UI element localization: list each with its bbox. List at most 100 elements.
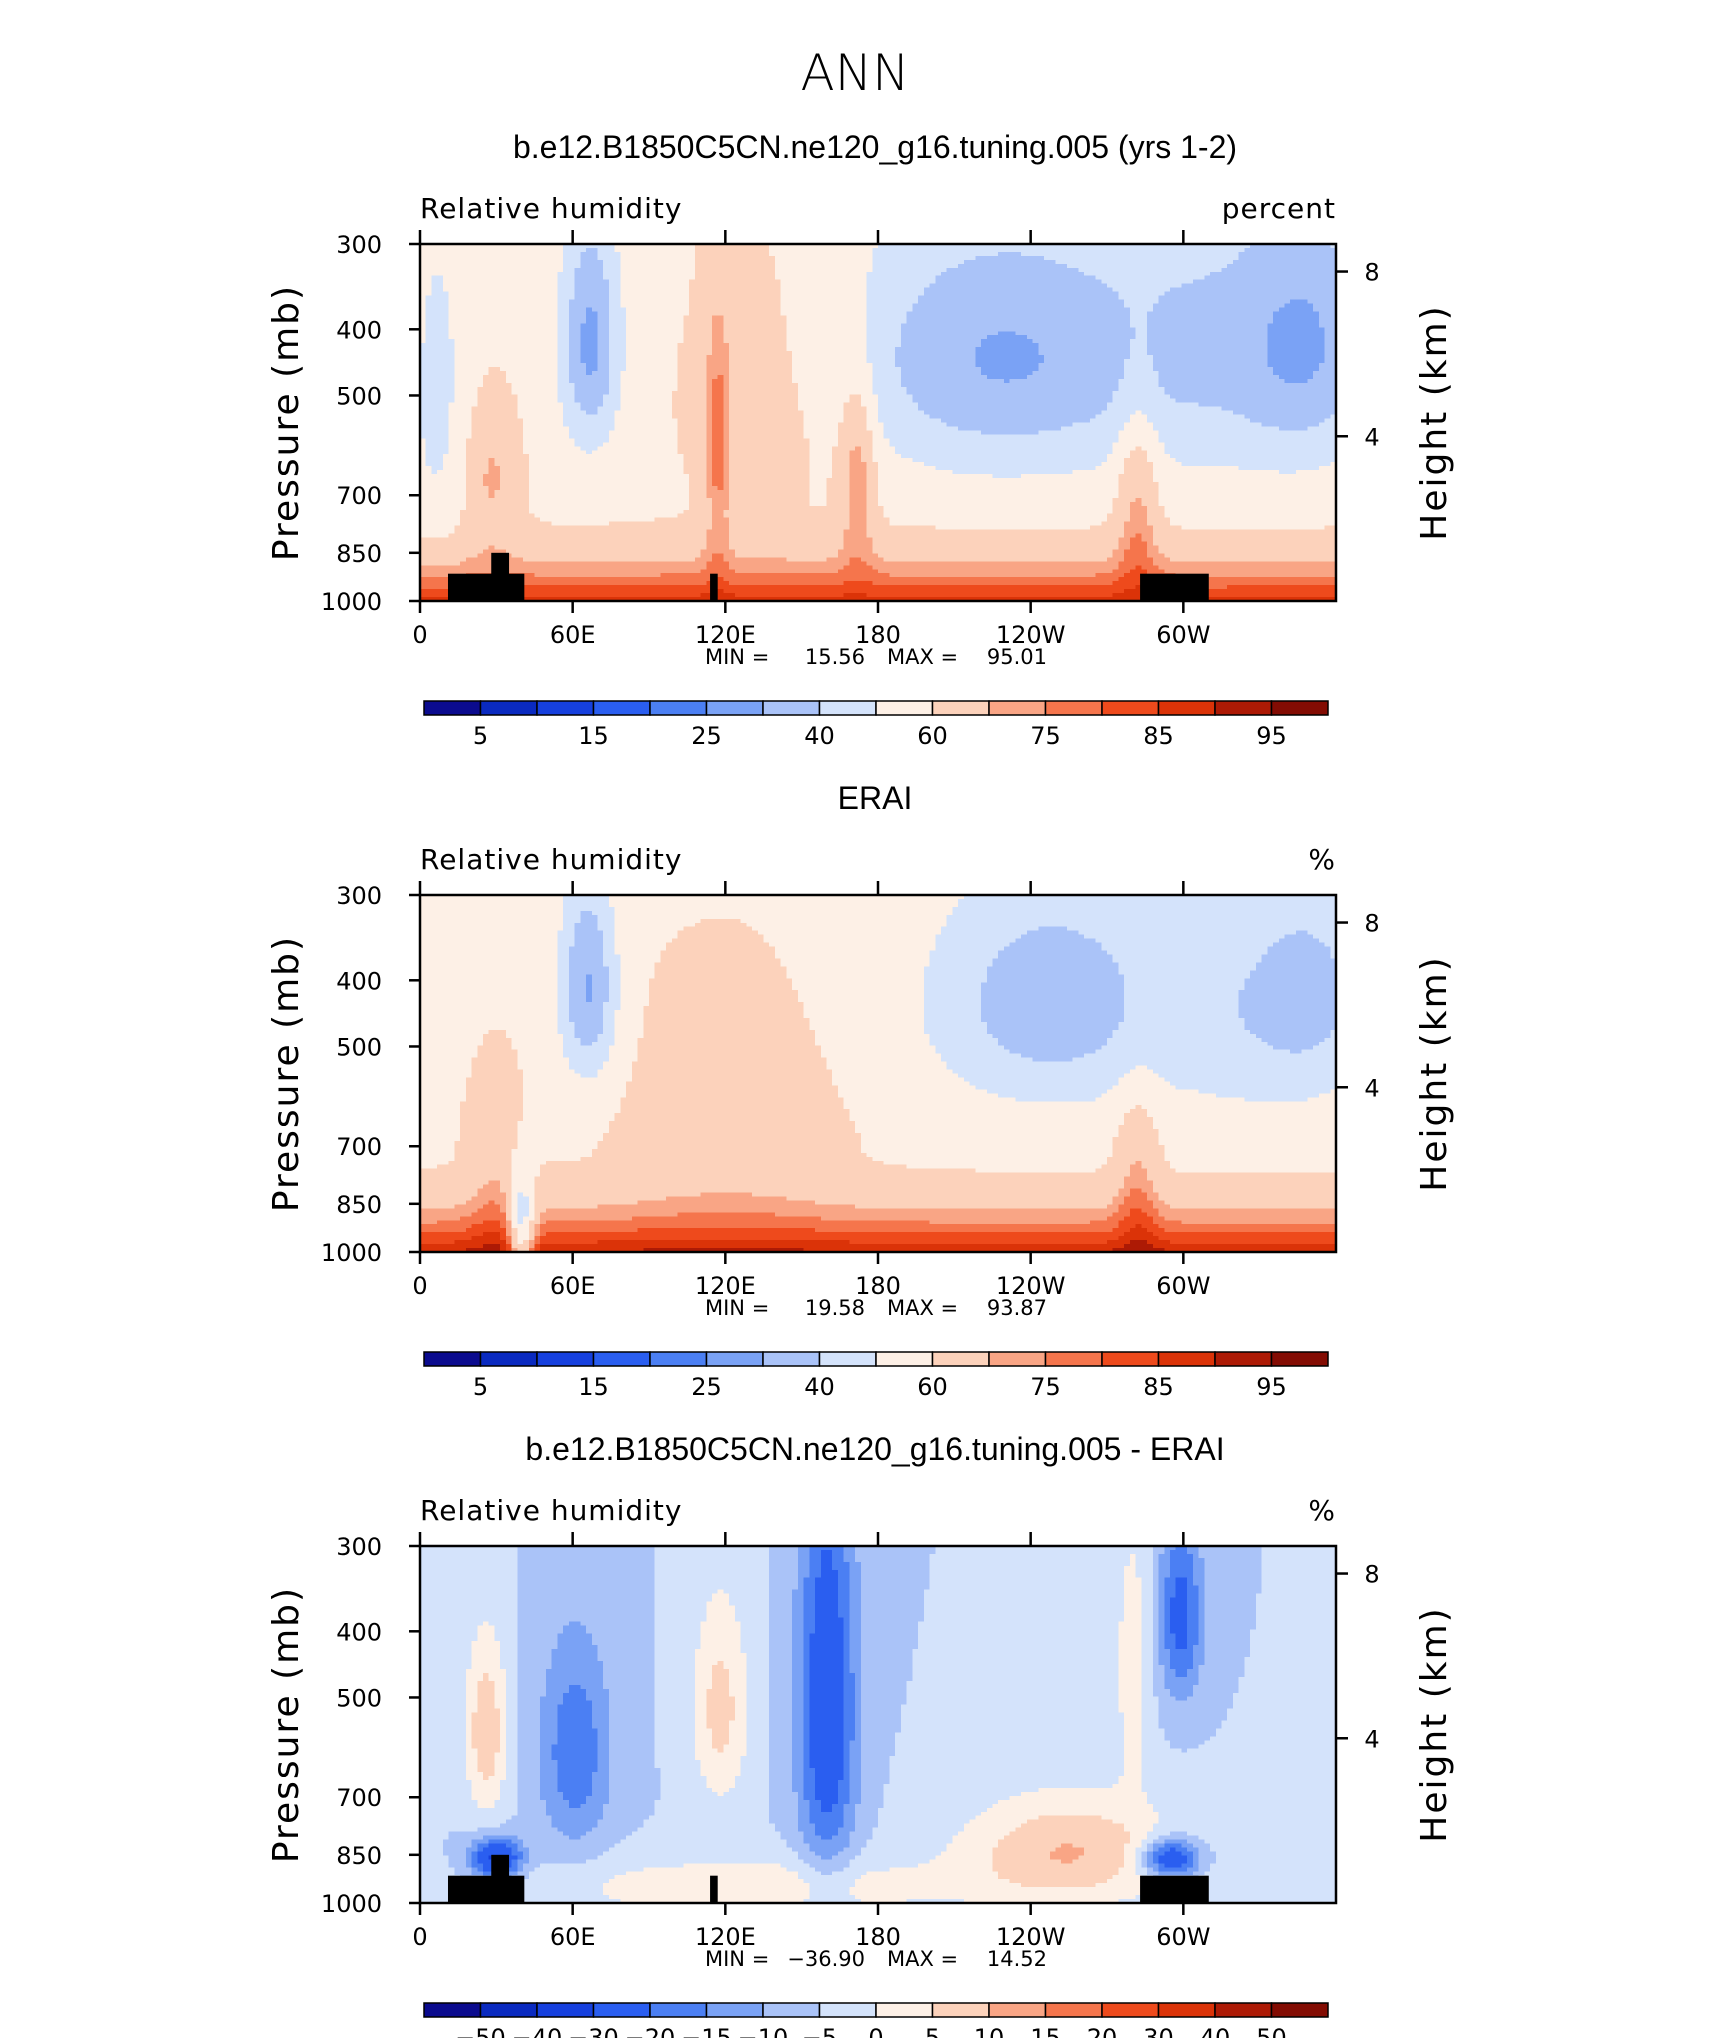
colorbar-box: [818, 700, 877, 716]
colorbar-box: [649, 1351, 708, 1367]
colorbar-box: [875, 2002, 934, 2018]
x-tick-label: 120W: [996, 621, 1066, 649]
colorbar-label: 30: [1143, 2024, 1174, 2038]
y-axis-label-right: Height (km): [1414, 1606, 1455, 1842]
x-tick-label: 120W: [996, 1923, 1066, 1951]
colorbar-box: [1270, 2002, 1329, 2018]
colorbar-box: [762, 700, 821, 716]
panel-title: b.e12.B1850C5CN.ne120_g16.tuning.005 (yr…: [513, 129, 1237, 165]
x-tick-label: 60W: [1156, 1923, 1210, 1951]
colorbar-label: −40: [512, 2024, 563, 2038]
colorbar-box: [423, 2002, 482, 2018]
terrain-mask-andes: [1140, 1875, 1209, 1903]
y-tick-label: 850: [336, 540, 382, 568]
colorbar-label: 15: [578, 722, 609, 750]
x-tick-label: 60W: [1156, 1272, 1210, 1300]
colorbar: 5 15 25 40 60 75 85 95: [423, 1351, 1329, 1401]
y-tick-label: 850: [336, 1191, 382, 1219]
colorbar-box: [536, 1351, 595, 1367]
colorbar-box: [592, 700, 651, 716]
colorbar-label: 40: [804, 722, 835, 750]
colorbar-box: [592, 1351, 651, 1367]
units-label: %: [1308, 843, 1336, 876]
max-value: 14.52: [987, 1947, 1047, 1971]
colorbar-label: 95: [1256, 1373, 1287, 1401]
colorbar-box: [931, 1351, 990, 1367]
units-label: percent: [1222, 192, 1336, 225]
colorbar-label: 5: [925, 2024, 940, 2038]
colorbar-label: 85: [1143, 1373, 1174, 1401]
y-axis-label: Pressure (mb): [266, 935, 307, 1212]
min-value: 19.58: [805, 1296, 865, 1320]
colorbar-label: 15: [1030, 2024, 1061, 2038]
colorbar-box: [1157, 700, 1216, 716]
y-tick-label: 400: [336, 316, 382, 344]
colorbar-box: [649, 700, 708, 716]
y-axis-label: Pressure (mb): [266, 284, 307, 561]
colorbar-box: [1157, 1351, 1216, 1367]
y-tick-label: 1000: [321, 1890, 382, 1918]
colorbar-label: −10: [738, 2024, 789, 2038]
height-tick-label: 8: [1364, 259, 1379, 287]
colorbar-box: [1101, 700, 1160, 716]
x-tick-label: 120E: [695, 1923, 756, 1951]
colorbar-box: [988, 1351, 1047, 1367]
x-tick-label: 60E: [550, 1272, 596, 1300]
colorbar-label: 5: [473, 1373, 488, 1401]
colorbar-box: [931, 700, 990, 716]
panel-title: b.e12.B1850C5CN.ne120_g16.tuning.005 - E…: [525, 1431, 1224, 1467]
height-tick-label: 4: [1364, 1725, 1379, 1753]
variable-label: Relative humidity: [420, 192, 682, 225]
min-label: MIN =: [705, 1296, 769, 1320]
colorbar-box: [423, 700, 482, 716]
panel-title: ERAI: [838, 780, 913, 816]
colorbar: −50 −40 −30 −20 −15 −10 −5 0 5 10 15 20 30 40 50: [423, 2002, 1329, 2038]
y-tick-label: 400: [336, 1618, 382, 1646]
y-tick-label: 300: [336, 231, 382, 259]
y-tick-label: 1000: [321, 1239, 382, 1267]
colorbar-label: 40: [1200, 2024, 1231, 2038]
colorbar-box: [479, 1351, 538, 1367]
terrain-mask-asia: [710, 573, 718, 601]
panel-3: b.e12.B1850C5CN.ne120_g16.tuning.005 - E…: [266, 1431, 1455, 2038]
colorbar-box: [1214, 2002, 1273, 2018]
colorbar-label: −50: [455, 2024, 506, 2038]
colorbar-label: 25: [691, 1373, 722, 1401]
x-tick-label: 60E: [550, 1923, 596, 1951]
colorbar-box: [875, 1351, 934, 1367]
x-tick-label: 0: [412, 1272, 427, 1300]
colorbar-box: [1044, 1351, 1103, 1367]
height-tick-label: 4: [1364, 423, 1379, 451]
variable-label: Relative humidity: [420, 1494, 682, 1527]
max-label: MAX =: [887, 1947, 958, 1971]
min-label: MIN =: [705, 645, 769, 669]
min-value: −36.90: [787, 1947, 865, 1971]
colorbar-label: 5: [473, 722, 488, 750]
terrain-mask-east-africa: [491, 1854, 510, 1903]
y-tick-label: 400: [336, 967, 382, 995]
y-tick-label: 850: [336, 1842, 382, 1870]
colorbar-box: [592, 2002, 651, 2018]
colorbar-label: −15: [681, 2024, 732, 2038]
y-tick-label: 300: [336, 1533, 382, 1561]
colorbar-box: [705, 1351, 764, 1367]
colorbar-label: 75: [1030, 722, 1061, 750]
x-tick-label: 120E: [695, 1272, 756, 1300]
terrain-mask-andes: [1140, 573, 1209, 601]
x-tick-label: 180: [855, 621, 901, 649]
y-tick-label: 500: [336, 1033, 382, 1061]
units-label: %: [1308, 1494, 1336, 1527]
height-tick-label: 8: [1364, 910, 1379, 938]
terrain-mask-africa: [447, 1875, 525, 1903]
height-tick-label: 8: [1364, 1561, 1379, 1589]
colorbar-label: 95: [1256, 722, 1287, 750]
colorbar-box: [1214, 1351, 1273, 1367]
colorbar-label: 40: [804, 1373, 835, 1401]
colorbar-label: 75: [1030, 1373, 1061, 1401]
colorbar-label: 10: [974, 2024, 1005, 2038]
y-tick-label: 500: [336, 1684, 382, 1712]
y-axis-label-right: Height (km): [1414, 304, 1455, 540]
min-value: 15.56: [805, 645, 865, 669]
colorbar-box: [762, 2002, 821, 2018]
